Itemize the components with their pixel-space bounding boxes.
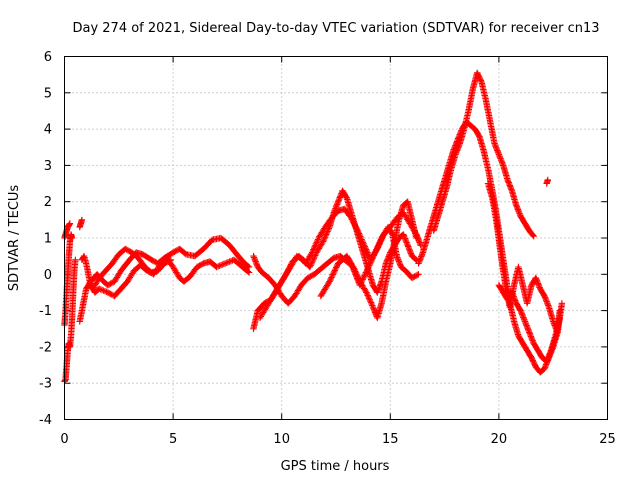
x-tick-label: 0 xyxy=(60,432,68,447)
y-tick-label: 5 xyxy=(44,86,52,101)
plus-markers xyxy=(484,180,566,336)
plus-markers xyxy=(89,245,175,292)
plus-markers xyxy=(495,282,563,365)
chart-title: Day 274 of 2021, Sidereal Day-to-day VTE… xyxy=(72,21,599,36)
x-tick-label: 20 xyxy=(491,432,508,447)
series-arc-15 xyxy=(495,282,563,365)
plus-markers xyxy=(415,118,563,376)
plus-markers xyxy=(76,216,86,231)
data-points xyxy=(61,69,566,385)
y-tick-label: 6 xyxy=(44,50,52,65)
x-tick-label: 25 xyxy=(599,432,616,447)
axis-ticks: 0 5 10 15 20 25 -4 -3 -2 -1 0 1 2 3 4 5 6 xyxy=(39,50,616,447)
x-axis-label: GPS time / hours xyxy=(281,459,390,474)
y-tick-label: 2 xyxy=(44,195,52,210)
plot-frame xyxy=(64,56,608,420)
y-tick-label: 0 xyxy=(44,268,52,283)
plus-markers xyxy=(76,234,253,325)
series-arc-7 xyxy=(89,245,175,292)
y-tick-label: 4 xyxy=(44,123,52,138)
series-arc-12 xyxy=(415,118,563,376)
y-tick-label: -4 xyxy=(39,413,52,428)
series-arc-11 xyxy=(317,223,422,300)
grid-lines xyxy=(64,56,608,420)
plus-markers xyxy=(317,223,422,300)
series-arc-16 xyxy=(543,176,551,187)
series-arc-14 xyxy=(484,180,566,336)
series-arc-13 xyxy=(430,69,537,240)
plus-markers xyxy=(543,176,551,187)
series-arc-4 xyxy=(76,216,86,231)
y-axis-label: SDTVAR / TECUs xyxy=(7,185,22,292)
series-arc-5 xyxy=(76,234,253,325)
y-tick-label: -3 xyxy=(39,377,52,392)
x-tick-label: 15 xyxy=(382,432,399,447)
y-tick-label: 1 xyxy=(44,232,52,247)
y-tick-label: -2 xyxy=(39,340,52,355)
plus-markers xyxy=(430,69,537,240)
y-tick-label: 3 xyxy=(44,159,52,174)
x-tick-label: 5 xyxy=(169,432,177,447)
x-tick-label: 10 xyxy=(273,432,290,447)
y-tick-label: -1 xyxy=(39,304,52,319)
